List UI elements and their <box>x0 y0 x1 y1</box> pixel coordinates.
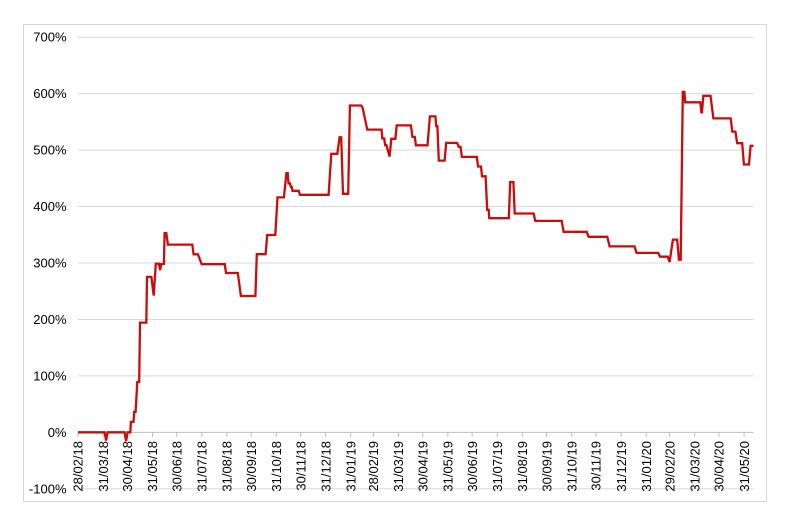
svg-text:31/08/19: 31/08/19 <box>515 441 530 492</box>
svg-text:31/05/18: 31/05/18 <box>145 441 160 492</box>
svg-text:30/11/18: 30/11/18 <box>293 441 308 491</box>
svg-text:31/05/20: 31/05/20 <box>737 441 752 492</box>
svg-text:30/04/19: 30/04/19 <box>415 441 430 492</box>
svg-text:31/12/19: 31/12/19 <box>614 441 629 492</box>
svg-text:29/02/20: 29/02/20 <box>662 441 677 492</box>
svg-text:400%: 400% <box>33 199 67 214</box>
svg-text:700%: 700% <box>33 30 67 45</box>
svg-text:100%: 100% <box>33 368 67 383</box>
svg-text:31/01/19: 31/01/19 <box>343 441 358 492</box>
svg-text:31/01/20: 31/01/20 <box>639 441 654 492</box>
svg-text:30/06/19: 30/06/19 <box>465 441 480 492</box>
svg-text:28/02/18: 28/02/18 <box>71 441 86 492</box>
svg-text:28/02/19: 28/02/19 <box>366 441 381 492</box>
svg-text:31/12/18: 31/12/18 <box>318 441 333 492</box>
svg-text:31/07/18: 31/07/18 <box>195 441 210 492</box>
svg-text:31/08/18: 31/08/18 <box>220 441 235 492</box>
svg-text:31/05/19: 31/05/19 <box>441 441 456 492</box>
svg-text:30/09/18: 30/09/18 <box>244 441 259 492</box>
svg-text:30/06/18: 30/06/18 <box>169 441 184 492</box>
svg-text:0%: 0% <box>48 425 67 440</box>
svg-text:30/11/19: 30/11/19 <box>589 441 604 491</box>
svg-text:30/09/19: 30/09/19 <box>539 441 554 492</box>
svg-text:300%: 300% <box>33 256 67 271</box>
svg-text:31/07/19: 31/07/19 <box>490 441 505 492</box>
svg-text:31/10/18: 31/10/18 <box>269 441 284 492</box>
svg-text:-100%: -100% <box>29 481 67 496</box>
svg-text:31/10/19: 31/10/19 <box>564 441 579 492</box>
svg-text:31/03/20: 31/03/20 <box>687 441 702 492</box>
svg-text:600%: 600% <box>33 86 67 101</box>
svg-text:200%: 200% <box>33 312 67 327</box>
svg-text:31/03/18: 31/03/18 <box>96 441 111 492</box>
svg-text:30/04/18: 30/04/18 <box>120 441 135 492</box>
svg-text:31/03/19: 31/03/19 <box>391 441 406 492</box>
svg-text:500%: 500% <box>33 143 67 158</box>
svg-text:30/04/20: 30/04/20 <box>712 441 727 492</box>
